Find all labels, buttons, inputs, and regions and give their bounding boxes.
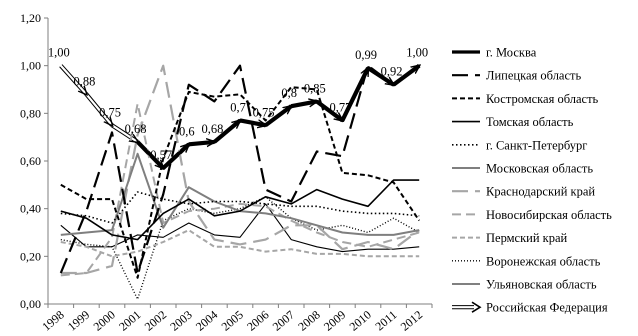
legend-swatch — [471, 301, 482, 313]
x-tick-label: 2000 — [91, 308, 118, 334]
legend-item: Костромская область — [452, 92, 599, 106]
legend-item: Новосибирская область — [452, 208, 612, 222]
data-label: 0,88 — [73, 74, 95, 88]
data-label: 0,57 — [150, 148, 172, 162]
x-tick-label: 2006 — [244, 308, 271, 334]
series-11-arrow-segment — [84, 92, 113, 126]
legend-item: Ульяновская область — [452, 278, 597, 292]
legend-label: Российская Федерация — [486, 301, 608, 315]
x-tick-label: 2005 — [219, 308, 246, 334]
y-tick-label: 0,20 — [20, 249, 41, 263]
data-label: 0,85 — [304, 81, 326, 95]
legend-item: Пермский край — [452, 231, 568, 245]
data-label: 0,99 — [355, 48, 377, 62]
x-tick-label: 2009 — [321, 308, 348, 334]
legend-item: г. Москва — [452, 46, 537, 60]
legend-label: Липецкая область — [486, 69, 581, 83]
y-tick-label: 0,80 — [20, 106, 41, 120]
y-tick-label: 0,40 — [20, 202, 41, 216]
x-tick-label: 2011 — [372, 308, 399, 334]
series-11-arrow-segment — [110, 123, 138, 144]
series-1-line — [59, 64, 420, 275]
data-label: 0,68 — [125, 122, 147, 136]
x-tick-label: 1998 — [39, 308, 66, 334]
series-10-line — [60, 203, 420, 253]
legend: г. Москва Липецкая область Костромская обл… — [452, 46, 612, 315]
x-tick-label: 2012 — [398, 308, 425, 334]
x-tick-label: 2004 — [193, 308, 220, 334]
legend-label: Новосибирская область — [486, 208, 612, 222]
x-tick-label: 2010 — [347, 308, 374, 334]
legend-label: г. Москва — [486, 46, 537, 60]
x-tick-label: 2008 — [295, 308, 322, 334]
data-labels: 0,680,570,6 0,680,7 0,750,8 0,850,770,990,9… — [48, 46, 428, 162]
series-3-line — [60, 179, 420, 241]
y-tick-label: 0,00 — [20, 297, 41, 311]
legend-label: Краснодарский край — [486, 185, 595, 199]
legend-label: Московская область — [486, 162, 593, 176]
series-9-line — [60, 196, 420, 300]
legend-label: Воронежская область — [486, 254, 601, 268]
legend-label: Костромская область — [486, 92, 599, 106]
data-label: 0,8 — [281, 86, 297, 100]
x-tick-label: 2001 — [116, 308, 143, 334]
legend-label: Пермский край — [486, 231, 568, 245]
y-tick-label: 1,20 — [20, 11, 41, 25]
data-label: 0,92 — [381, 65, 403, 79]
series-6-line — [60, 64, 420, 275]
legend-label: г. Санкт-Петербург — [486, 138, 587, 152]
y-tick-label: 1,00 — [20, 59, 41, 73]
data-label: 1,00 — [406, 46, 428, 60]
series-4-line — [60, 191, 420, 224]
data-label: 0,6 — [179, 124, 195, 138]
legend-label: Ульяновская область — [486, 278, 597, 292]
x-tick-label: 2003 — [167, 308, 194, 334]
legend-item: Томская область — [452, 115, 574, 129]
data-label: 1,00 — [48, 46, 70, 60]
y-tick-label: 0,60 — [20, 154, 41, 168]
legend-item: Воронежская область — [452, 254, 601, 268]
legend-item: Российская Федерация — [452, 301, 608, 315]
series-2-line — [60, 86, 421, 279]
data-label: 0,75 — [253, 105, 275, 119]
legend-item: г. Санкт-Петербург — [452, 138, 587, 152]
series-layer — [59, 63, 421, 300]
x-tick-label: 2007 — [270, 308, 297, 334]
legend-item: Московская область — [452, 162, 593, 176]
series-5-line — [60, 152, 420, 236]
data-label: 0,7 — [230, 100, 246, 114]
legend-item: Краснодарский край — [452, 185, 595, 199]
x-tick-label: 2002 — [142, 308, 169, 334]
legend-item: Липецкая область — [452, 69, 581, 83]
series-0-line — [136, 64, 421, 170]
x-tick-label: 1999 — [65, 308, 92, 334]
legend-label: Томская область — [486, 115, 574, 129]
data-label: 0,68 — [201, 122, 223, 136]
data-label: 0,77 — [329, 100, 351, 114]
data-label: 0,75 — [99, 105, 121, 119]
series-11-arrow-segment — [59, 64, 88, 96]
